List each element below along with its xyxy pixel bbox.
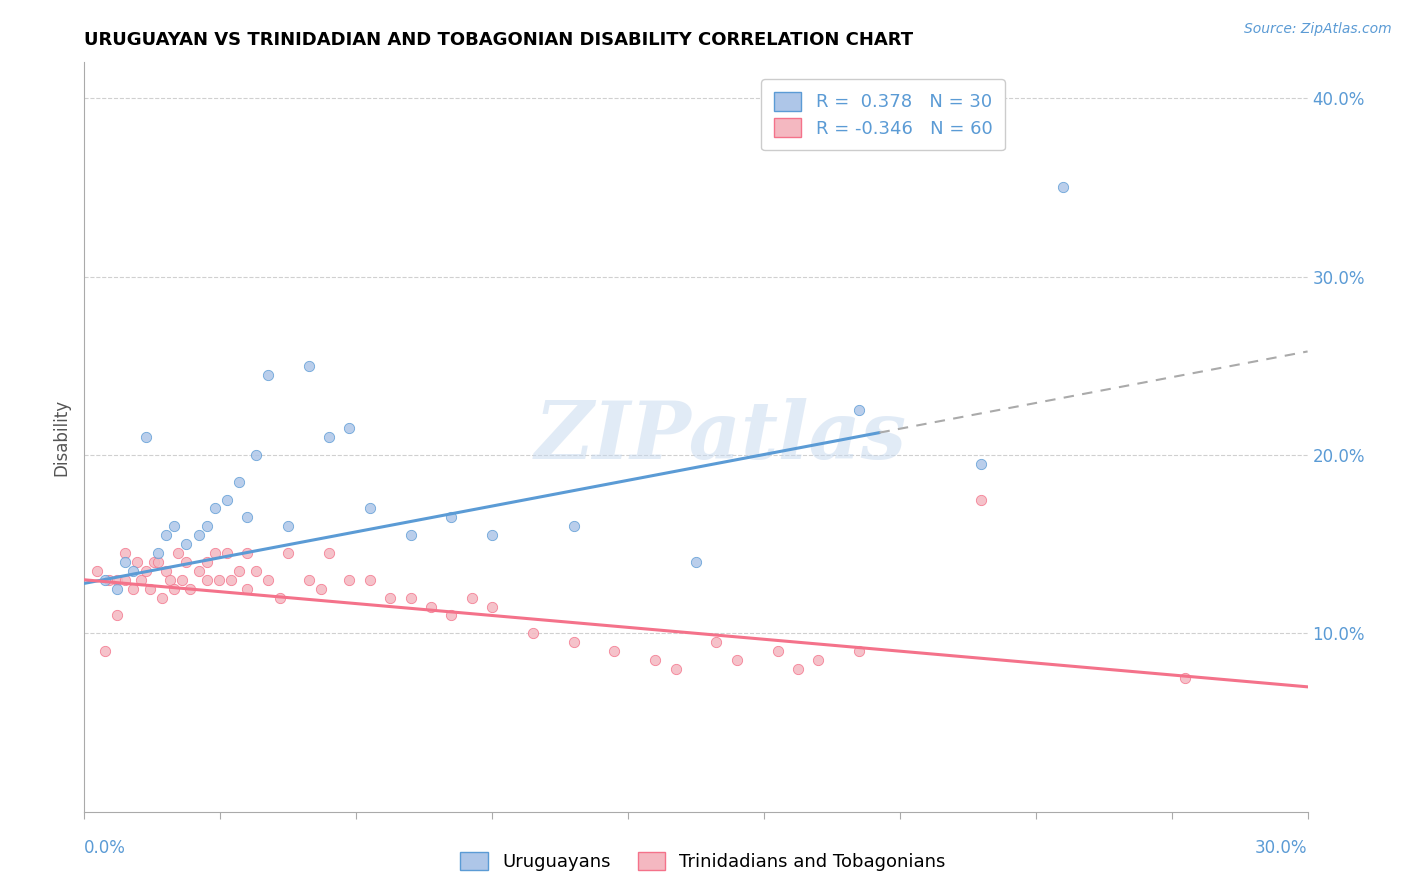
Point	[138, 582, 160, 596]
Point	[174, 537, 197, 551]
Text: URUGUAYAN VS TRINIDADIAN AND TOBAGONIAN DISABILITY CORRELATION CHART: URUGUAYAN VS TRINIDADIAN AND TOBAGONIAN …	[84, 31, 914, 49]
Point	[277, 519, 299, 533]
Point	[93, 644, 115, 658]
Point	[204, 501, 226, 516]
Point	[228, 564, 250, 578]
Point	[725, 653, 748, 667]
Point	[481, 528, 503, 542]
Point	[766, 644, 789, 658]
Point	[122, 564, 145, 578]
Point	[217, 546, 239, 560]
Point	[105, 573, 128, 587]
Point	[195, 573, 218, 587]
Point	[86, 564, 108, 578]
Point	[245, 448, 267, 462]
Point	[172, 573, 194, 587]
Point	[195, 555, 218, 569]
Point	[127, 555, 149, 569]
Point	[420, 599, 443, 614]
Point	[105, 582, 128, 596]
Point	[236, 510, 259, 524]
Point	[269, 591, 291, 605]
Point	[105, 608, 128, 623]
Point	[440, 510, 463, 524]
Point	[135, 564, 157, 578]
Text: Source: ZipAtlas.com: Source: ZipAtlas.com	[1244, 22, 1392, 37]
Point	[208, 573, 231, 587]
Point	[318, 546, 340, 560]
Point	[257, 573, 280, 587]
Point	[228, 475, 250, 489]
Point	[236, 546, 259, 560]
Point	[1174, 671, 1197, 685]
Point	[114, 555, 136, 569]
Point	[440, 608, 463, 623]
Point	[135, 430, 157, 444]
Point	[298, 573, 321, 587]
Point	[146, 555, 169, 569]
Point	[787, 662, 810, 676]
Point	[970, 457, 993, 471]
Point	[522, 626, 544, 640]
Point	[399, 591, 422, 605]
Point	[122, 582, 145, 596]
Point	[163, 519, 186, 533]
Point	[562, 519, 585, 533]
Point	[163, 582, 186, 596]
Point	[131, 573, 153, 587]
Point	[155, 528, 177, 542]
Point	[644, 653, 666, 667]
Point	[257, 368, 280, 382]
Point	[603, 644, 626, 658]
Point	[155, 564, 177, 578]
Point	[217, 492, 239, 507]
Point	[562, 635, 585, 649]
Point	[187, 564, 209, 578]
Point	[359, 501, 381, 516]
Point	[195, 519, 218, 533]
Point	[174, 555, 197, 569]
Point	[399, 528, 422, 542]
Point	[359, 573, 381, 587]
Point	[665, 662, 688, 676]
Point	[298, 359, 321, 373]
Point	[461, 591, 484, 605]
Point	[848, 644, 870, 658]
Point	[97, 573, 120, 587]
Text: ZIPatlas: ZIPatlas	[534, 399, 907, 475]
Point	[706, 635, 728, 649]
Point	[970, 492, 993, 507]
Point	[481, 599, 503, 614]
Point	[114, 573, 136, 587]
Point	[339, 421, 361, 435]
Legend: R =  0.378   N = 30, R = -0.346   N = 60: R = 0.378 N = 30, R = -0.346 N = 60	[762, 79, 1005, 151]
Point	[309, 582, 332, 596]
Point	[93, 573, 115, 587]
Point	[807, 653, 830, 667]
Text: 30.0%: 30.0%	[1256, 839, 1308, 857]
Point	[146, 546, 169, 560]
Point	[187, 528, 209, 542]
Y-axis label: Disability: Disability	[52, 399, 70, 475]
Point	[685, 555, 707, 569]
Point	[236, 582, 259, 596]
Text: 0.0%: 0.0%	[84, 839, 127, 857]
Point	[339, 573, 361, 587]
Point	[204, 546, 226, 560]
Point	[167, 546, 190, 560]
Point	[159, 573, 181, 587]
Point	[245, 564, 267, 578]
Point	[318, 430, 340, 444]
Point	[114, 546, 136, 560]
Legend: Uruguayans, Trinidadians and Tobagonians: Uruguayans, Trinidadians and Tobagonians	[453, 845, 953, 879]
Point	[179, 582, 201, 596]
Point	[380, 591, 402, 605]
Point	[219, 573, 242, 587]
Point	[1052, 180, 1074, 194]
Point	[848, 403, 870, 417]
Point	[142, 555, 165, 569]
Point	[150, 591, 173, 605]
Point	[277, 546, 299, 560]
